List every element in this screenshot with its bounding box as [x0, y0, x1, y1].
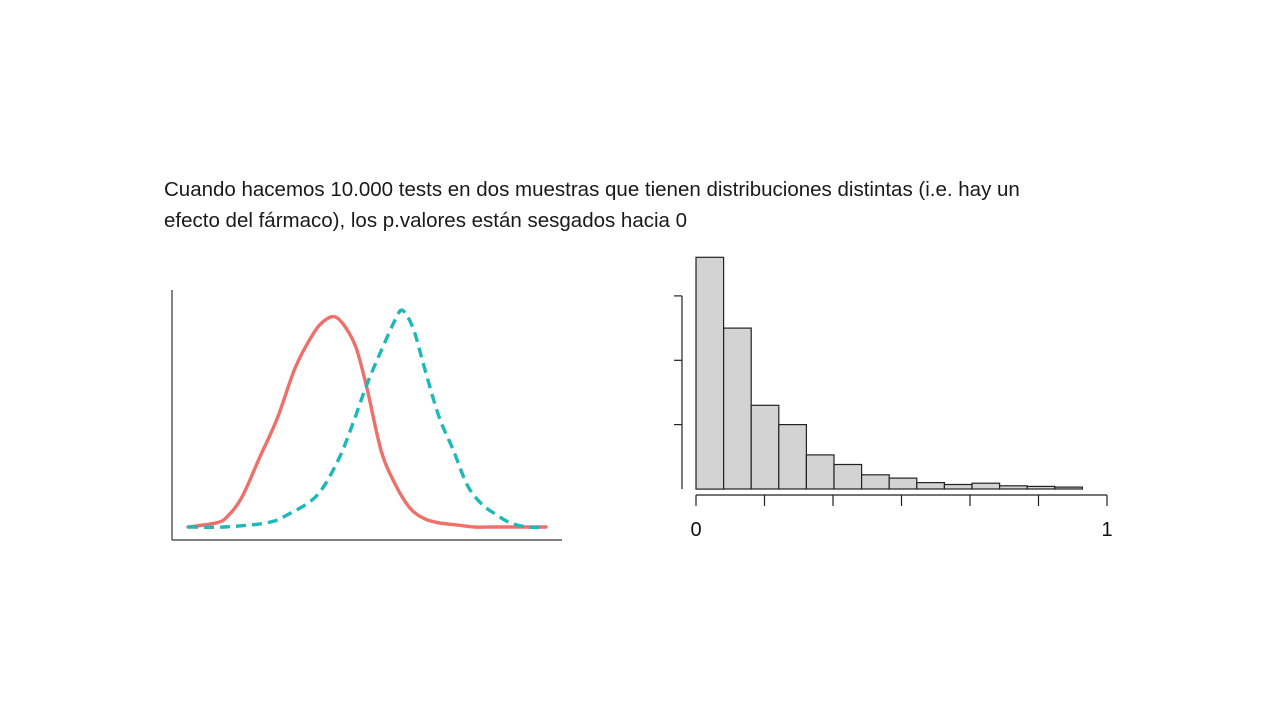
histogram-bar-2: [722, 327, 752, 490]
histogram-y-axis: [674, 295, 683, 489]
histogram-bar-1: [695, 256, 725, 490]
caption-line-1: Cuando hacemos 10.000 tests en dos muest…: [164, 178, 1020, 201]
x-tick-label-0: 0: [690, 519, 701, 541]
density-line-series-b: [187, 308, 547, 530]
caption-line-2: efecto del fármaco), los p.valores están…: [164, 209, 688, 232]
histogram-x-axis: [695, 494, 1108, 506]
x-tick-label-1: 1: [1101, 519, 1112, 541]
caption: Cuando hacemos 10.000 tests en dos muest…: [164, 174, 1124, 236]
histogram-bar-11: [971, 482, 1001, 490]
histogram-bar-10: [943, 483, 973, 490]
histogram-bar-9: [916, 482, 945, 490]
histogram-bar-14: [1054, 486, 1084, 490]
density-line-series-a: [186, 314, 548, 529]
histogram-bar-7: [860, 474, 890, 490]
histogram-bar-12: [998, 485, 1028, 490]
histogram-bar-13: [1026, 485, 1056, 490]
histogram-bar-6: [833, 463, 863, 490]
histogram-bars: [695, 256, 1084, 490]
histogram-bar-3: [750, 404, 780, 490]
histogram-bar-8: [888, 477, 918, 490]
histogram-bar-5: [805, 454, 835, 490]
histogram-bar-4: [778, 424, 807, 490]
